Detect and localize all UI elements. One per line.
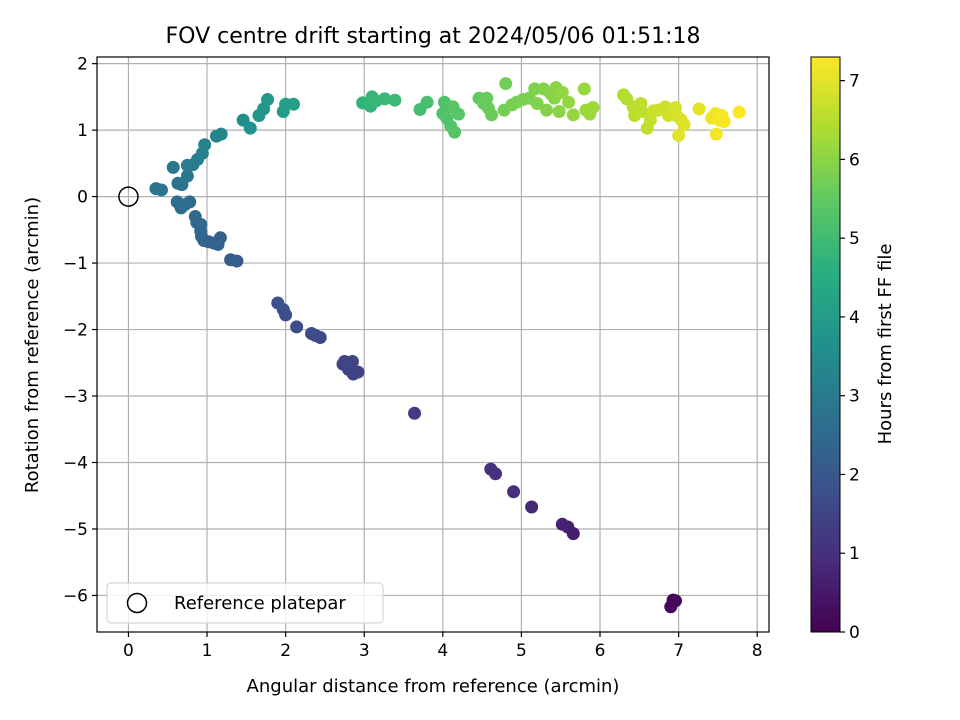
colorbar-tick-label: 1 — [849, 544, 860, 564]
data-point — [635, 105, 649, 119]
data-point — [717, 114, 731, 128]
data-point — [214, 127, 228, 141]
data-point — [243, 121, 257, 135]
legend-box — [106, 582, 384, 624]
colorbar-ticks: 0 1 2 3 4 5 6 7 — [840, 72, 860, 643]
data-point — [271, 296, 285, 310]
data-point — [420, 95, 434, 109]
data-point — [408, 406, 422, 420]
y-axis-ticks: −6 −5 −4 −3 −2 −1 0 1 2 — [63, 55, 97, 606]
x-tick-label: 6 — [595, 641, 606, 661]
data-point — [692, 102, 706, 116]
data-point — [171, 176, 185, 190]
data-point — [552, 105, 566, 119]
x-tick-label: 3 — [359, 641, 370, 661]
legend-marker-icon — [126, 592, 148, 614]
x-tick-label: 4 — [437, 641, 448, 661]
x-axis-ticks: 0 1 2 3 4 5 6 7 8 — [123, 632, 763, 661]
data-point — [170, 195, 184, 209]
chart-title: FOV centre drift starting at 2024/05/06 … — [166, 24, 701, 49]
data-point — [577, 82, 591, 96]
data-point — [672, 128, 686, 142]
x-axis-label: Angular distance from reference (arcmin) — [247, 676, 620, 697]
y-tick-label: −6 — [63, 586, 88, 606]
reference-platepar-marker — [118, 186, 139, 207]
data-point — [388, 93, 402, 107]
data-point — [562, 95, 576, 109]
y-tick-label: −2 — [63, 321, 88, 341]
data-point — [448, 125, 462, 139]
grid — [97, 57, 769, 632]
data-point — [499, 77, 513, 91]
y-axis-label: Rotation from reference (arcmin) — [22, 197, 43, 493]
legend-label: Reference platepar — [174, 593, 346, 614]
colorbar-gradient — [810, 56, 841, 633]
colorbar-tick-label: 5 — [849, 229, 860, 249]
x-tick-label: 2 — [280, 641, 291, 661]
data-point — [224, 253, 238, 267]
y-tick-label: 1 — [77, 121, 88, 141]
data-point — [485, 108, 499, 122]
data-point — [484, 462, 498, 476]
data-point — [166, 160, 180, 174]
data-point — [378, 92, 392, 106]
y-tick-label: 0 — [77, 188, 88, 208]
legend: Reference platepar — [106, 582, 384, 624]
data-point — [198, 138, 212, 152]
x-tick-label: 7 — [673, 641, 684, 661]
y-tick-label: 2 — [77, 55, 88, 75]
y-tick-label: −3 — [63, 387, 88, 407]
data-point — [555, 517, 569, 531]
data-point — [338, 354, 352, 368]
data-point — [709, 127, 723, 141]
data-point — [305, 327, 319, 341]
data-point — [566, 108, 580, 122]
data-point — [732, 105, 746, 119]
data-point — [668, 594, 682, 608]
x-tick-label: 1 — [202, 641, 213, 661]
y-tick-label: −4 — [63, 453, 88, 473]
colorbar-tick-label: 2 — [849, 465, 860, 485]
colorbar-label: Hours from first FF file — [875, 244, 896, 445]
colorbar-tick-label: 6 — [849, 150, 860, 170]
data-point — [290, 320, 304, 334]
colorbar: 0 1 2 3 4 5 6 7 Hours from first FF file — [810, 56, 896, 643]
data-point — [530, 97, 544, 111]
colorbar-tick-label: 4 — [849, 308, 860, 328]
data-point — [261, 93, 275, 107]
x-tick-label: 5 — [516, 641, 527, 661]
x-tick-label: 8 — [752, 641, 763, 661]
plot-frame — [96, 56, 770, 633]
data-point — [180, 169, 194, 183]
data-point — [555, 85, 569, 99]
data-point — [480, 91, 494, 105]
data-point — [677, 118, 691, 132]
y-tick-label: −5 — [63, 520, 88, 540]
data-point — [188, 210, 202, 224]
data-point — [586, 101, 600, 115]
colorbar-tick-label: 7 — [849, 72, 860, 92]
colorbar-tick-label: 0 — [849, 623, 860, 643]
data-point — [507, 485, 521, 499]
data-point — [540, 103, 554, 117]
data-points — [149, 77, 746, 614]
x-tick-label: 0 — [123, 641, 134, 661]
y-tick-label: −1 — [63, 254, 88, 274]
data-point — [525, 500, 539, 514]
data-point — [452, 107, 466, 121]
data-point — [286, 97, 300, 111]
data-point — [149, 182, 163, 196]
colorbar-tick-label: 3 — [849, 387, 860, 407]
